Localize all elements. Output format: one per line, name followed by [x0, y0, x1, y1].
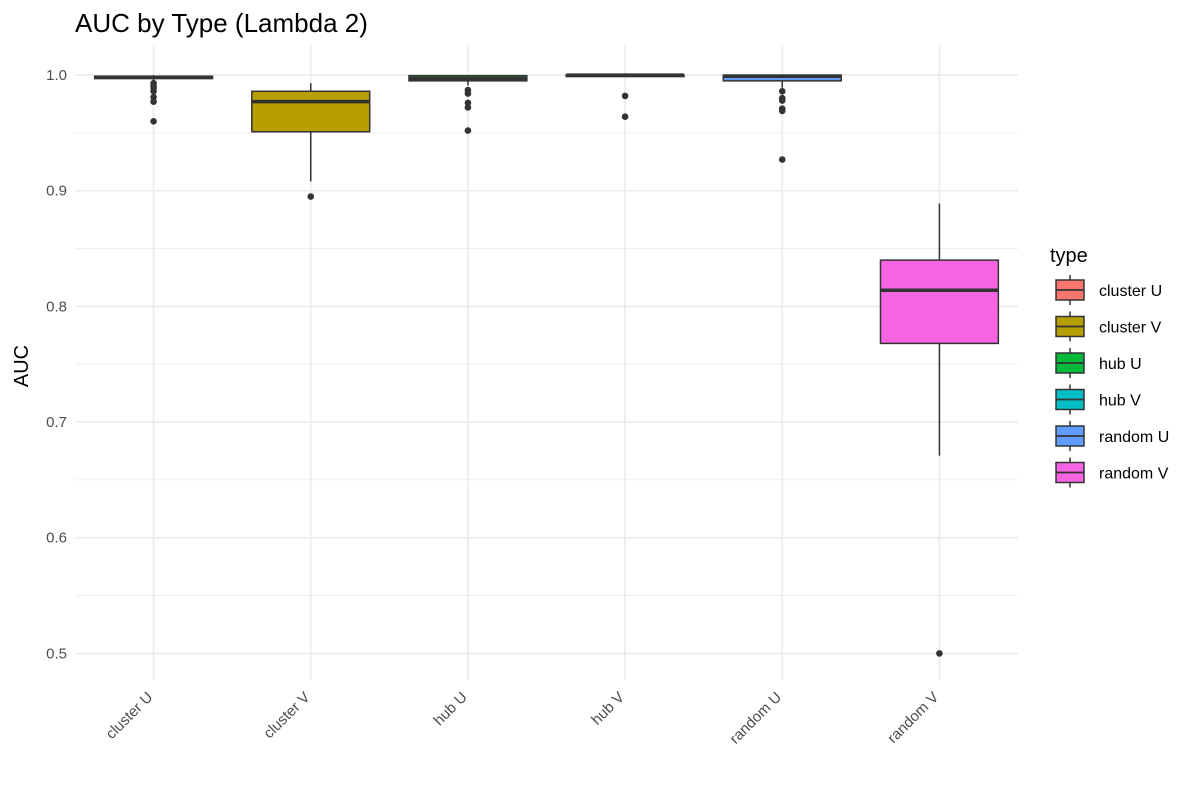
- box-iqr: [879, 259, 1000, 345]
- legend-label: random V: [1099, 466, 1169, 483]
- y-tick-label: 0.6: [46, 530, 67, 547]
- box-layer: [93, 73, 1000, 657]
- x-tick-label: hub U: [430, 689, 470, 729]
- x-tick-label: cluster U: [103, 689, 157, 743]
- outlier-point: [778, 97, 786, 104]
- x-tick-label: cluster V: [260, 689, 313, 742]
- box-iqr: [251, 90, 371, 133]
- legend-label: random U: [1099, 429, 1169, 446]
- box-cluster-V: [251, 83, 371, 200]
- y-axis-label: AUC: [11, 345, 33, 387]
- outlier-point: [464, 104, 472, 111]
- legend-item: random U: [1055, 421, 1169, 451]
- outlier-point: [464, 127, 472, 134]
- legend-item: random V: [1055, 457, 1169, 488]
- y-tick-label: 0.7: [46, 414, 67, 431]
- outlier-point: [464, 99, 472, 107]
- legend-title: type: [1050, 245, 1088, 267]
- legend-label: hub V: [1099, 393, 1141, 410]
- legend-item: hub U: [1055, 348, 1142, 378]
- box-hub-V: [565, 73, 685, 121]
- legend-label: hub U: [1099, 356, 1142, 373]
- legend-item: hub V: [1055, 384, 1141, 415]
- outlier-point: [150, 93, 157, 101]
- box-hub-U: [408, 74, 528, 134]
- outlier-point: [150, 118, 157, 125]
- box-random-U: [722, 74, 842, 163]
- x-tick-label: random V: [884, 689, 942, 747]
- outlier-point: [307, 193, 315, 200]
- y-tick-label: 0.9: [46, 183, 67, 200]
- box-cluster-U: [93, 75, 214, 125]
- outlier-point: [150, 87, 157, 95]
- legend-item: cluster U: [1055, 275, 1162, 305]
- outlier-point: [621, 113, 629, 121]
- x-tick-label: hub V: [588, 689, 628, 729]
- legend-item: cluster V: [1055, 311, 1162, 342]
- grid-layer: [75, 45, 1018, 680]
- y-tick-label: 1.0: [46, 67, 67, 84]
- x-axis-ticks: cluster U cluster V hub U hub V random U rand…: [103, 689, 943, 748]
- legend-label: cluster U: [1099, 283, 1162, 300]
- y-tick-label: 0.5: [46, 645, 67, 662]
- outlier-point: [464, 90, 472, 97]
- legend-label: cluster V: [1099, 320, 1162, 337]
- y-tick-label: 0.8: [46, 298, 67, 315]
- outlier-point: [778, 156, 786, 163]
- x-tick-label: random U: [726, 689, 785, 748]
- box-random-V: [879, 203, 1000, 657]
- legend: type cluster U cluster V hub U hub V random …: [1050, 245, 1169, 488]
- outlier-point: [778, 107, 786, 115]
- chart-title: AUC by Type (Lambda 2): [75, 8, 368, 38]
- outlier-point: [936, 650, 943, 657]
- outlier-point: [150, 98, 157, 105]
- outlier-point: [778, 87, 786, 95]
- outlier-point: [621, 92, 629, 100]
- y-axis-ticks: 0.5 0.6 0.7 0.8 0.9 1.0: [46, 67, 67, 662]
